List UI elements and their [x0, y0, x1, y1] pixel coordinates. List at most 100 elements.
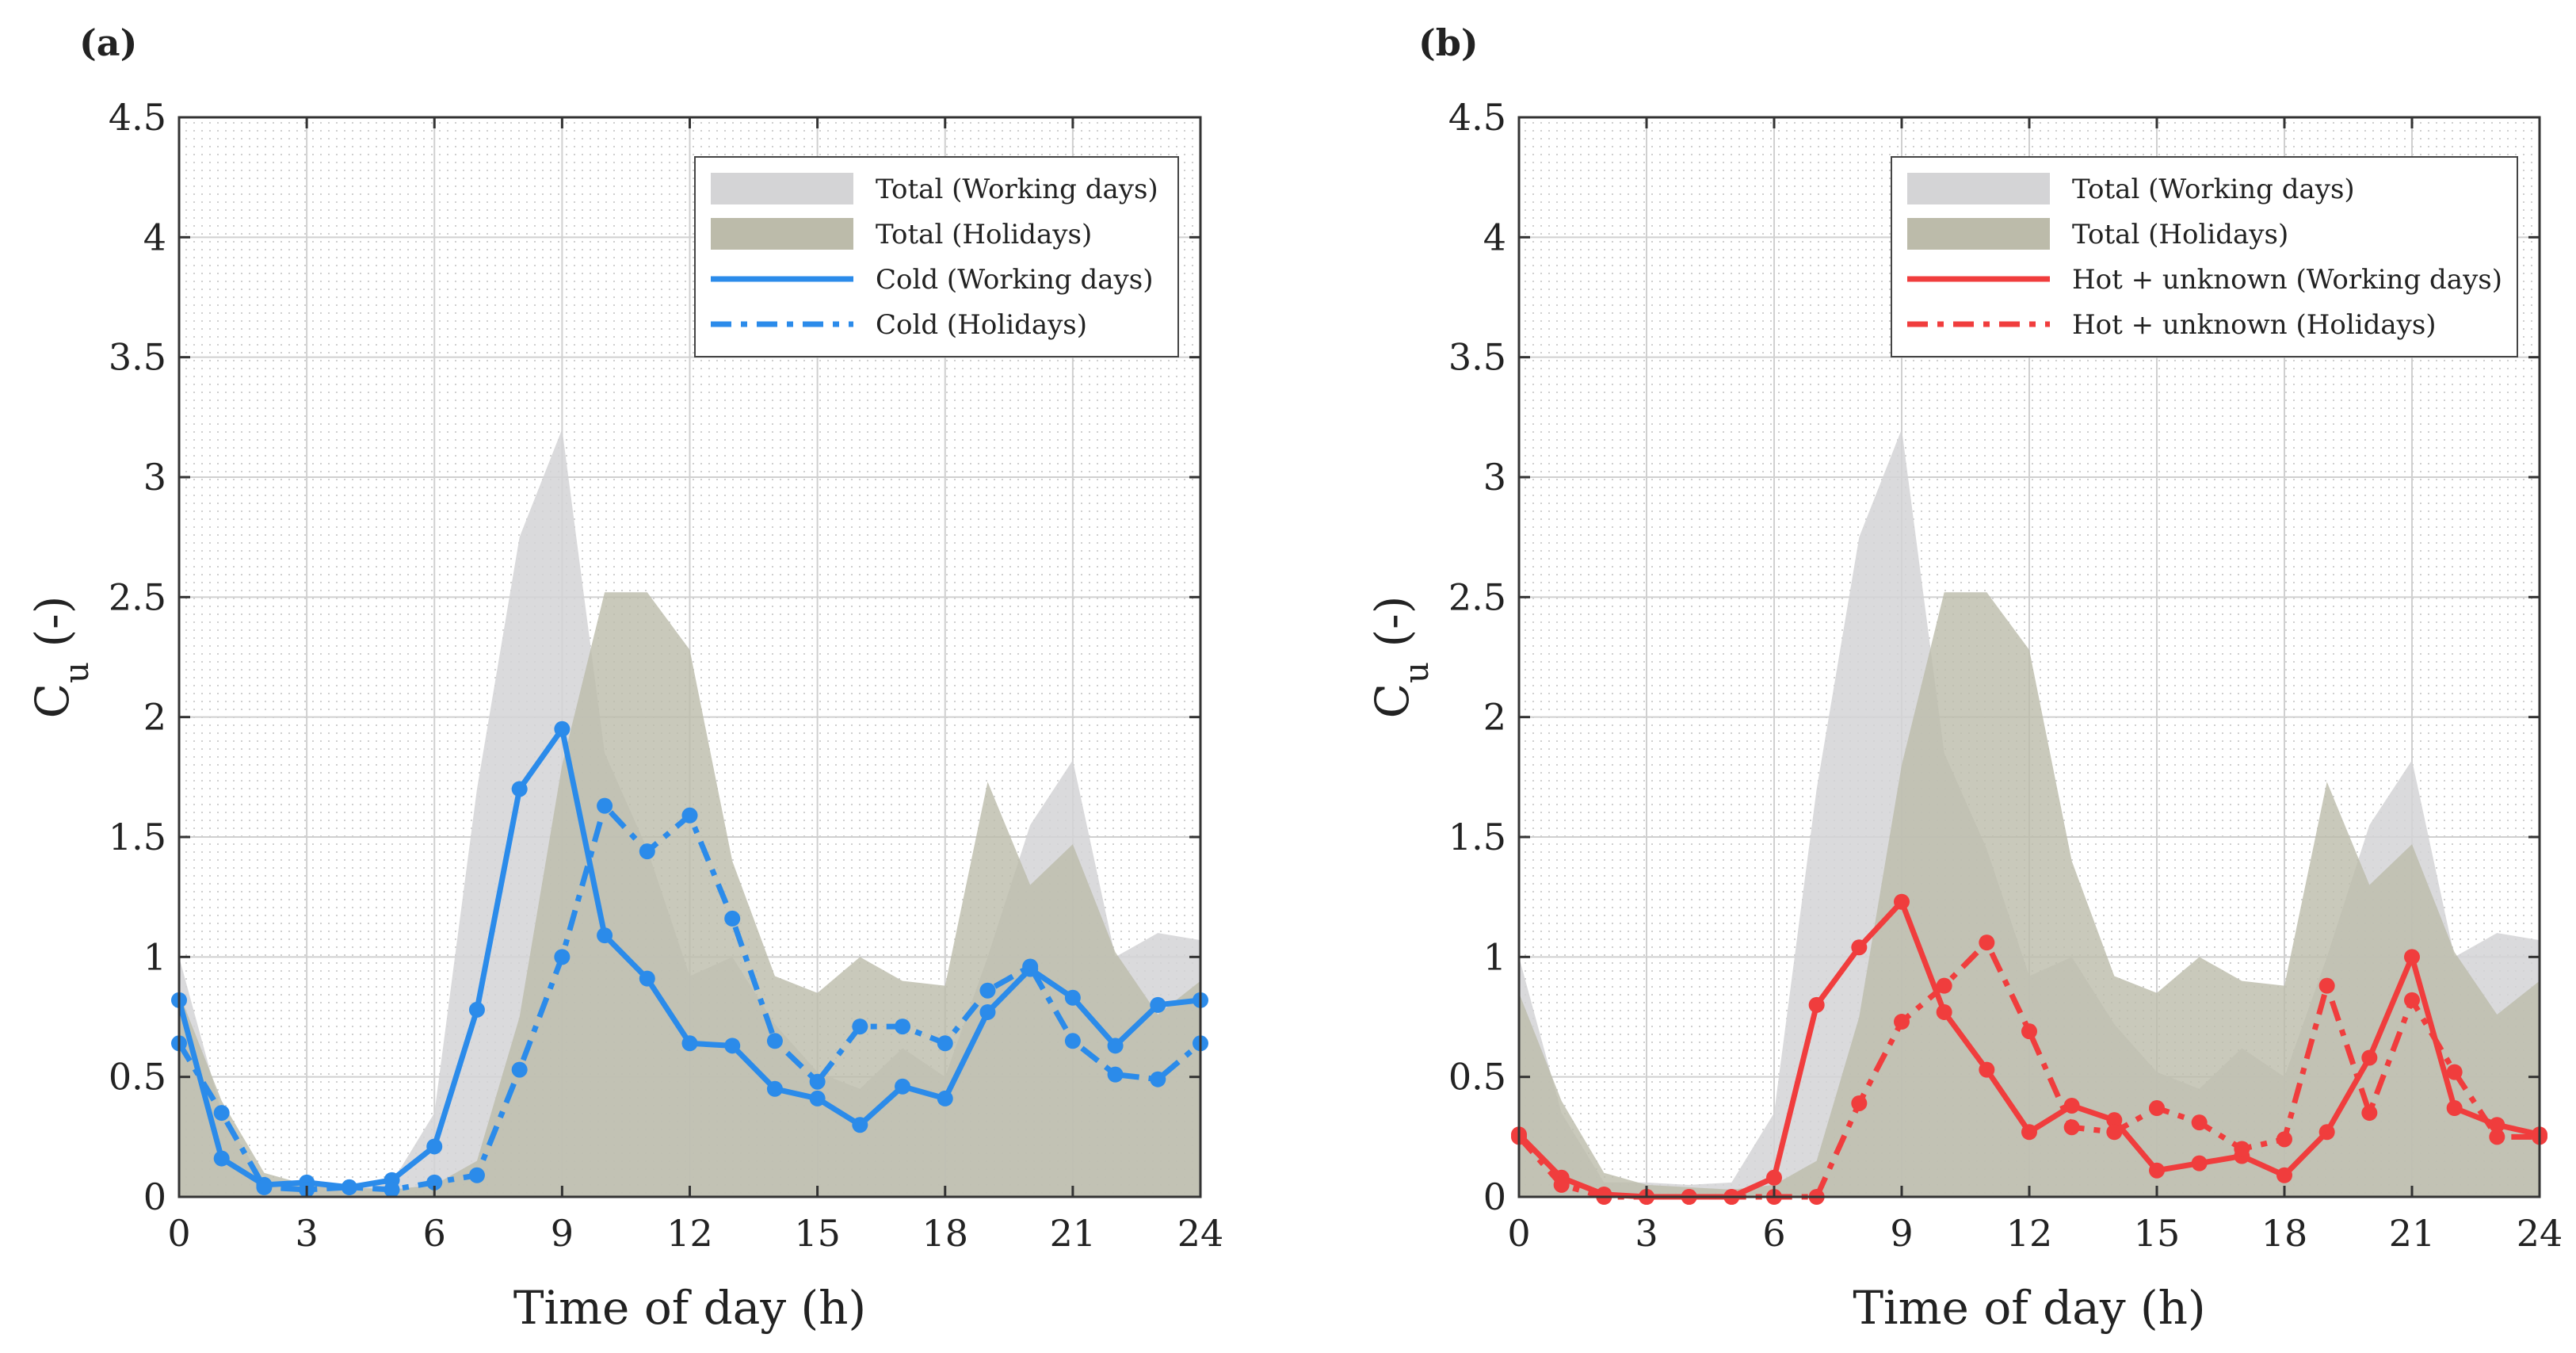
y-tick-label: 1.5	[1448, 816, 1506, 858]
data-point	[2318, 1124, 2335, 1141]
legend-swatch	[711, 173, 853, 204]
x-tick-label: 9	[551, 1212, 574, 1255]
data-point	[1894, 1014, 1910, 1030]
data-point	[1979, 934, 1995, 951]
data-point	[1851, 939, 1868, 956]
data-point	[341, 1179, 357, 1195]
data-point	[766, 1033, 783, 1049]
data-point	[1766, 1169, 1782, 1186]
y-tick-label: 0.5	[109, 1056, 166, 1099]
y-tick-label: 4.5	[109, 96, 166, 139]
y-tick-label: 0	[1483, 1175, 1506, 1218]
data-point	[979, 982, 996, 999]
data-point	[2063, 1097, 2080, 1114]
data-point	[2446, 1100, 2463, 1117]
data-point	[895, 1019, 911, 1035]
legend-swatch	[711, 218, 853, 250]
legend-entry: Total (Working days)	[2072, 174, 2355, 205]
data-point	[2361, 1105, 2378, 1122]
data-point	[511, 1061, 528, 1078]
data-point	[213, 1150, 230, 1167]
data-point	[2106, 1124, 2123, 1141]
data-point	[724, 1038, 741, 1054]
x-axis-label: Time of day (h)	[513, 1281, 866, 1335]
y-tick-label: 2.5	[1448, 575, 1506, 618]
x-tick-label: 6	[423, 1212, 446, 1255]
data-point	[1150, 1071, 1166, 1087]
y-tick-label: 4.5	[1448, 96, 1506, 139]
data-point	[2191, 1155, 2208, 1171]
x-tick-label: 24	[2517, 1212, 2563, 1255]
x-tick-label: 12	[666, 1212, 713, 1255]
panel-label: (b)	[1418, 21, 1479, 64]
data-point	[1851, 1095, 1868, 1111]
data-point	[2446, 1064, 2463, 1080]
data-point	[852, 1117, 868, 1133]
legend: Total (Working days) Total (Holidays) Hot …	[1891, 156, 2518, 357]
data-point	[2361, 1049, 2378, 1066]
data-point	[256, 1179, 273, 1195]
data-point	[852, 1019, 868, 1035]
data-point	[1022, 958, 1039, 975]
data-point	[1064, 1033, 1081, 1049]
data-point	[511, 781, 528, 797]
data-point	[937, 1035, 953, 1052]
data-point	[2191, 1114, 2208, 1131]
legend-entry: Total (Working days)	[876, 174, 1158, 205]
data-point	[809, 1073, 826, 1090]
data-point	[1553, 1176, 1570, 1193]
data-point	[2276, 1131, 2292, 1148]
x-tick-label: 21	[2389, 1212, 2436, 1255]
y-tick-label: 2.5	[109, 575, 166, 618]
y-tick-label: 0.5	[1448, 1056, 1506, 1099]
data-point	[2404, 949, 2420, 965]
legend-entry: Total (Holidays)	[876, 219, 1092, 250]
data-point	[468, 1001, 485, 1018]
y-tick-label: 3.5	[1448, 336, 1506, 379]
y-tick-label: 1	[143, 935, 166, 978]
legend-entry: Cold (Holidays)	[876, 309, 1087, 341]
x-tick-label: 12	[2006, 1212, 2053, 1255]
data-point	[426, 1174, 443, 1191]
data-point	[639, 970, 655, 987]
data-point	[809, 1090, 826, 1106]
legend-entry: Total (Holidays)	[2072, 219, 2288, 250]
data-point	[2404, 992, 2420, 1008]
x-tick-label: 0	[1507, 1212, 1530, 1255]
panel-b-chart: 0 3 6 9 12 15 18 21 24 0 0.5 1 1.5 2 2.5 3 3.5 4 4.5 Time o…	[1365, 21, 2563, 1335]
data-point	[2318, 977, 2335, 994]
data-point	[2063, 1119, 2080, 1136]
x-tick-label: 18	[2261, 1212, 2308, 1255]
y-tick-label: 4	[143, 216, 166, 258]
x-tick-label: 6	[1762, 1212, 1785, 1255]
y-axis-label: Cu (-)	[1365, 596, 1436, 719]
data-point	[766, 1080, 783, 1097]
data-point	[724, 910, 741, 927]
data-point	[1894, 893, 1910, 910]
data-point	[468, 1167, 485, 1183]
data-point	[1107, 1066, 1124, 1083]
data-point	[384, 1181, 400, 1198]
x-tick-label: 9	[1890, 1212, 1913, 1255]
data-point	[597, 927, 613, 944]
data-point	[554, 720, 571, 737]
data-point	[597, 797, 613, 814]
panel-a-chart: 0 3 6 9 12 15 18 21 24 0 0.5 1 1.5 2 2.5 3 3.5 4 4.5 Time o…	[25, 21, 1223, 1335]
data-point	[895, 1078, 911, 1095]
y-tick-label: 4	[1483, 216, 1506, 258]
data-point	[2021, 1023, 2037, 1040]
x-tick-label: 18	[922, 1212, 968, 1255]
data-point	[2149, 1100, 2165, 1117]
legend-swatch	[1907, 173, 2050, 204]
data-point	[2489, 1129, 2505, 1145]
y-tick-label: 3	[1483, 456, 1506, 499]
data-point	[554, 949, 571, 965]
x-axis-label: Time of day (h)	[1853, 1281, 2205, 1335]
data-point	[2489, 1117, 2505, 1133]
x-tick-label: 21	[1050, 1212, 1097, 1255]
data-point	[681, 807, 698, 824]
y-tick-label: 3	[143, 456, 166, 499]
area-total-holidays-	[1519, 592, 2540, 1197]
legend-entry: Hot + unknown (Working days)	[2072, 264, 2502, 296]
y-tick-label: 2	[143, 696, 166, 739]
